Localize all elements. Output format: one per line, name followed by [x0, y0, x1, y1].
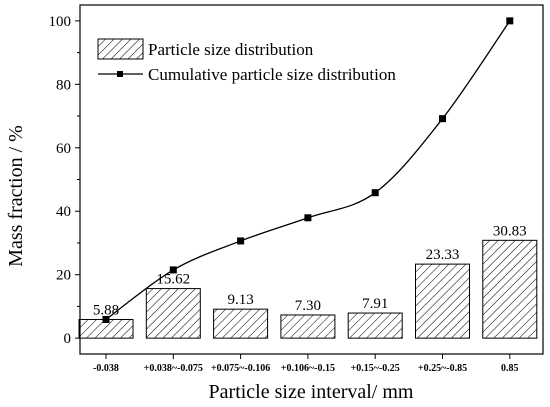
bar-value-label: 7.91 [362, 296, 388, 312]
bar [213, 308, 269, 339]
x-tick-label: 0.85 [501, 363, 519, 374]
x-axis-title: Particle size interval/ mm [209, 381, 414, 403]
y-tick-label: 60 [56, 141, 71, 157]
bar [347, 312, 403, 339]
cumulative-point [237, 237, 245, 245]
x-tick-label: +0.075~-0.106 [211, 363, 270, 374]
y-tick-label: 100 [49, 14, 72, 30]
legend: Particle size distribution Cumulative pa… [97, 38, 396, 84]
cumulative-point [169, 266, 177, 274]
bar [415, 263, 470, 339]
bar-value-label: 9.13 [227, 292, 253, 308]
x-tick-label: +0.106~-0.15 [281, 363, 335, 374]
cumulative-point [439, 115, 446, 123]
cumulative-point [304, 214, 312, 222]
cumulative-point [102, 315, 110, 323]
y-axis-title: Mass fraction / % [5, 125, 27, 267]
x-tick-label: -0.038 [93, 363, 119, 374]
bar-value-label: 7.30 [295, 298, 321, 314]
legend-bar-swatch [97, 38, 144, 60]
x-tick-label: +0.25~-0.85 [418, 363, 467, 374]
y-axis: 0 20 40 60 80 100 [49, 14, 80, 347]
y-tick-label: 80 [56, 77, 71, 93]
y-tick-label: 0 [64, 331, 72, 347]
y-tick-label: 40 [56, 204, 71, 220]
bar-value-label: 15.62 [156, 272, 190, 288]
x-axis: -0.038 +0.038~-0.075 +0.075~-0.106 +0.106~-… [93, 354, 519, 374]
bar-value-label: 30.83 [493, 223, 527, 239]
x-tick-label: +0.038~-0.075 [144, 363, 203, 374]
bar [280, 314, 336, 339]
legend-line-label: Cumulative particle size distribution [148, 65, 396, 84]
cumulative-line-group [102, 17, 514, 323]
legend-line-marker [117, 71, 123, 77]
cumulative-point [506, 17, 514, 25]
y-tick-label: 20 [56, 268, 71, 284]
legend-bar-label: Particle size distribution [148, 40, 314, 59]
bar [482, 239, 538, 339]
bar [145, 288, 201, 339]
cumulative-point [371, 189, 379, 197]
bars-group [78, 239, 538, 339]
bar-value-label: 23.33 [426, 247, 460, 263]
x-tick-label: +0.15~-0.25 [351, 363, 400, 374]
